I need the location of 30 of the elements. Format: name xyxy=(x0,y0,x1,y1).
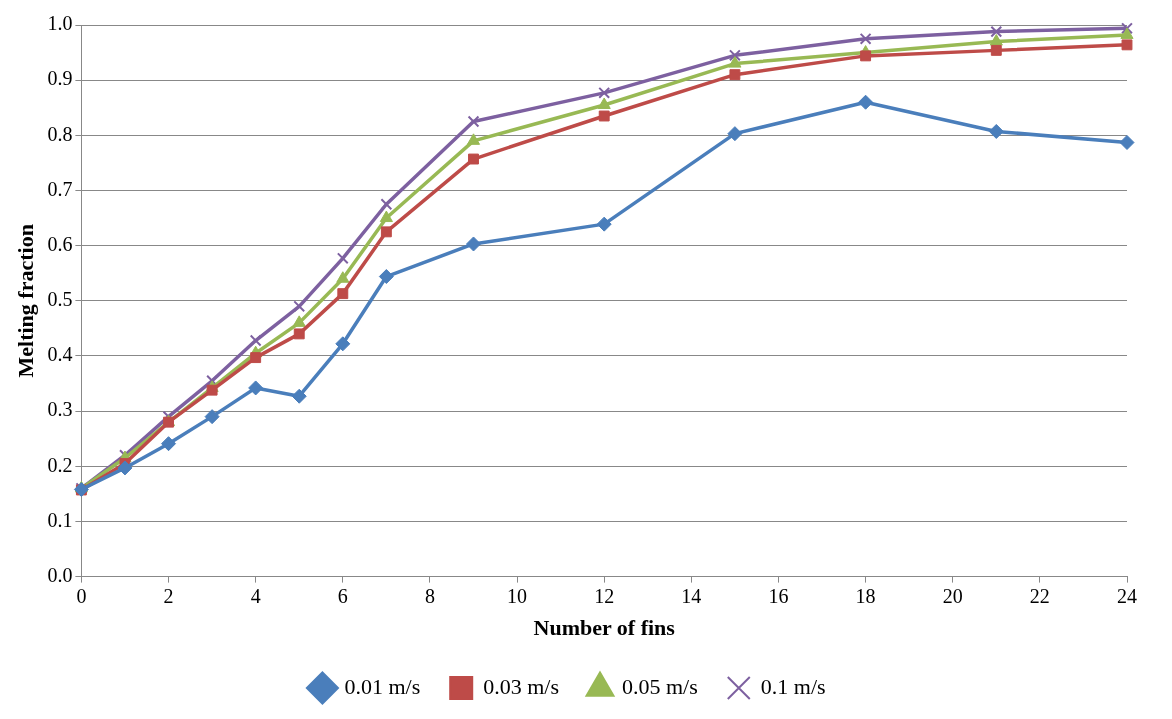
x-tick-label: 12 xyxy=(594,584,615,607)
x-tick-label: 6 xyxy=(337,584,348,607)
y-tick-label: 0.4 xyxy=(47,343,73,366)
y-tick-label: 0.5 xyxy=(47,288,73,311)
x-tick-label: 24 xyxy=(1117,584,1137,607)
y-tick-label: 0.1 xyxy=(47,508,73,531)
x-tick-label: 10 xyxy=(507,584,528,607)
x-tick-label: 22 xyxy=(1029,584,1050,607)
x-axis-title: Number of fins xyxy=(533,615,676,641)
legend-label: 0.05 m/s xyxy=(622,673,698,699)
y-tick-label: 0.8 xyxy=(47,122,73,145)
legend-label: 0.1 m/s xyxy=(760,673,826,699)
y-tick-label: 0.0 xyxy=(47,563,73,586)
y-tick-label: 0.2 xyxy=(47,453,73,476)
x-tick-label: 16 xyxy=(768,584,789,607)
x-tick-label: 14 xyxy=(681,584,702,607)
x-tick-label: 4 xyxy=(250,584,261,607)
y-tick-label: 0.9 xyxy=(47,67,73,90)
y-axis-title: Melting fraction xyxy=(12,224,38,378)
x-tick-label: 8 xyxy=(424,584,435,607)
x-tick-label: 20 xyxy=(942,584,963,607)
legend-label: 0.01 m/s xyxy=(344,673,421,699)
x-tick-label: 2 xyxy=(163,584,174,607)
y-tick-label: 0.6 xyxy=(47,232,73,255)
legend-label: 0.03 m/s xyxy=(483,673,560,699)
x-tick-label: 0 xyxy=(76,584,87,607)
x-tick-label: 18 xyxy=(855,584,876,607)
y-tick-label: 0.7 xyxy=(47,177,73,200)
y-tick-label: 1.0 xyxy=(47,12,73,35)
y-tick-label: 0.3 xyxy=(47,398,73,421)
